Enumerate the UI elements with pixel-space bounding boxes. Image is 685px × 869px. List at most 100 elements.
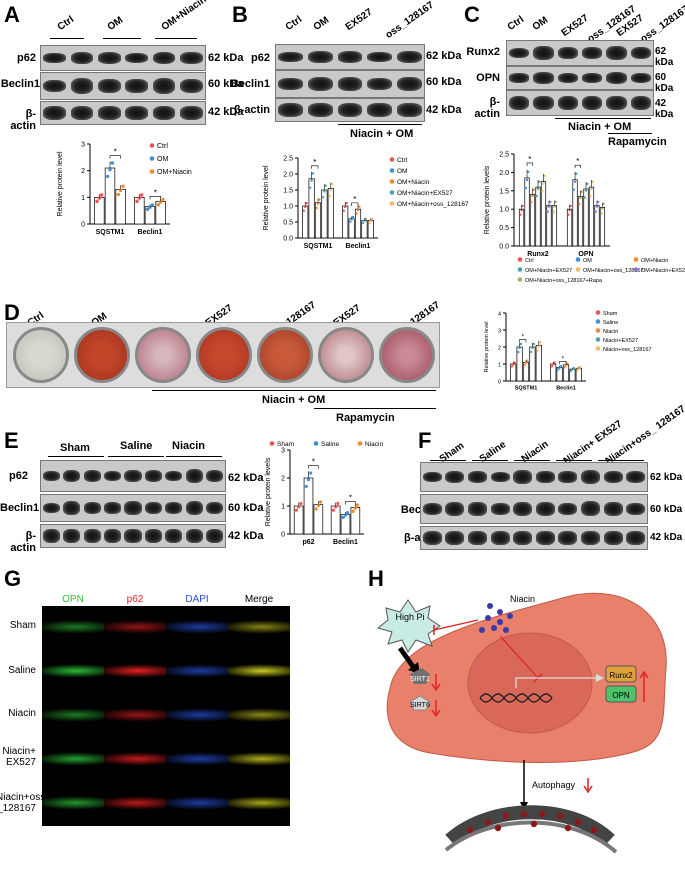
lane-underline: [430, 460, 466, 461]
data-point: [525, 178, 529, 182]
legend-marker: [357, 441, 363, 446]
y-tick-label: 2.5: [499, 152, 509, 159]
legend-marker: [389, 168, 395, 173]
data-point: [304, 484, 308, 488]
legend-label: OM+Niacin+EX527+Rapa: [641, 268, 685, 274]
data-point: [336, 501, 340, 506]
lane-underline: [598, 460, 644, 461]
legend-label: OM+Niacin: [397, 179, 430, 186]
data-point: [564, 364, 568, 367]
sirt6-label: SIRT6: [410, 702, 430, 709]
kda-label: 62 kDa: [655, 46, 674, 68]
if-row-label: Sham: [9, 620, 36, 631]
niacin-label: Niacin: [510, 594, 535, 604]
blot-band: [70, 78, 94, 94]
bar: [577, 195, 584, 247]
group-label-rapamycin: Rapamycin: [336, 412, 395, 424]
significance-bracket: [345, 501, 356, 505]
data-point: [108, 167, 112, 172]
kda-label: 42 kDa: [426, 104, 462, 116]
kda-label: 62 kDa: [650, 472, 683, 483]
y-tick-label: 1.0: [499, 207, 509, 214]
y-tick-label: 2: [281, 476, 285, 483]
blot-band: [43, 53, 67, 63]
blot-band: [468, 502, 487, 516]
data-point: [590, 187, 593, 191]
western-blot-beclin1: [420, 494, 648, 524]
panel-label-a: A: [4, 2, 20, 27]
niacin-dots: [479, 603, 513, 633]
data-point: [537, 345, 540, 348]
if-image: [104, 738, 166, 776]
significance-bracket: [311, 165, 319, 169]
kda-label: 62 kDa: [426, 50, 462, 62]
data-point: [516, 350, 520, 354]
y-axis-label: Relative protein levels: [484, 165, 491, 234]
legend-marker: [633, 257, 639, 262]
group-underline: [555, 118, 651, 119]
legend-marker: [595, 337, 601, 342]
data-point: [110, 161, 115, 165]
western-blot-bactin: [40, 524, 226, 548]
blot-band: [70, 51, 94, 65]
significance-bracket: [351, 202, 359, 206]
y-tick-label: 1.0: [283, 204, 293, 211]
blot-band: [43, 79, 67, 93]
data-point: [294, 508, 299, 512]
kda-label: 60 kDa: [650, 504, 683, 515]
data-point: [297, 505, 301, 509]
bar: [594, 205, 600, 247]
legend-marker: [517, 277, 523, 282]
lane-label: OM: [530, 14, 551, 33]
blot-band: [603, 531, 623, 545]
up-arrow-icon: [639, 670, 649, 702]
down-arrow-icon: [431, 674, 441, 692]
row-label-opn: OPN: [476, 72, 500, 84]
y-tick-label: 0.0: [499, 244, 509, 251]
blot-band: [179, 52, 203, 64]
if-image: [166, 738, 228, 776]
legend-marker: [149, 169, 155, 174]
lane-label: Ctrl: [283, 14, 305, 34]
panel-label-f: F: [418, 428, 432, 453]
blot-band: [124, 501, 142, 515]
if-image: [228, 650, 290, 688]
sirt1-label: SIRT1: [410, 676, 430, 683]
significance-bracket: [526, 162, 533, 166]
significance-star: *: [313, 158, 316, 167]
blot-band: [43, 106, 67, 120]
western-blot-beclin1: [275, 70, 425, 98]
data-point: [344, 205, 347, 209]
blot-band: [557, 95, 579, 111]
data-point: [543, 174, 546, 178]
blot-band: [125, 52, 149, 64]
data-point: [553, 205, 556, 208]
data-point: [591, 180, 594, 184]
data-point: [526, 359, 529, 362]
data-point: [578, 202, 581, 205]
significance-star: *: [114, 148, 117, 157]
legend-label: Saline: [321, 441, 339, 448]
data-point: [532, 188, 535, 192]
y-tick-label: 4: [498, 312, 501, 318]
data-point: [552, 210, 555, 213]
y-tick-label: 0: [498, 380, 501, 386]
bar-chart-b: 0.0 0.5 1.0 1.5 2.0 2.5 Relative protein level…: [263, 156, 469, 251]
data-point: [97, 196, 102, 200]
blot-band: [125, 79, 149, 93]
lane-underline: [50, 38, 84, 39]
group-label-niacin-om: Niacin + OM: [568, 121, 632, 133]
lane-label: OM+Niacin: [159, 0, 209, 33]
data-point: [315, 206, 318, 210]
data-point: [563, 366, 566, 369]
group-label-niacin-om: Niacin + OM: [350, 128, 414, 140]
x-tick-label: p62: [302, 539, 314, 546]
blot-band: [626, 502, 646, 516]
y-tick-label: 0.5: [499, 225, 509, 232]
row-label-bactin: β-actin: [474, 96, 500, 120]
x-tick-label: SQSTM1: [96, 229, 125, 236]
data-point: [510, 365, 513, 368]
legend-label: OM: [157, 156, 168, 163]
kda-label: 42 kDa: [228, 530, 264, 542]
legend-label: OM: [397, 168, 407, 175]
